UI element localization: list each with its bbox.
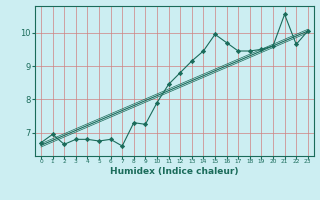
- X-axis label: Humidex (Indice chaleur): Humidex (Indice chaleur): [110, 167, 239, 176]
